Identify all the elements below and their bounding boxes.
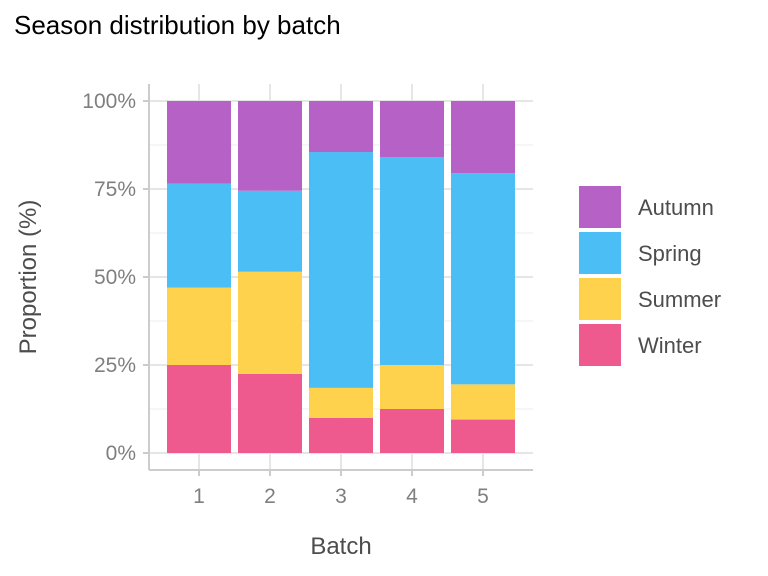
x-tick-label: 3: [335, 485, 347, 508]
bar-summer-batch-4: [380, 365, 444, 409]
bar-spring-batch-5: [451, 173, 515, 385]
bar-summer-batch-2: [238, 271, 302, 374]
bar-winter-batch-2: [238, 373, 302, 453]
legend-label-winter: Winter: [638, 333, 702, 358]
bar-autumn-batch-3: [309, 101, 373, 153]
x-tick-label: 2: [264, 485, 276, 508]
y-axis-title: Proportion (%): [15, 200, 42, 355]
y-tick-label: 0%: [106, 442, 136, 465]
legend-swatch-summer: [579, 278, 621, 320]
x-tick-label: 1: [193, 485, 205, 508]
bar-spring-batch-2: [238, 190, 302, 272]
bar-summer-batch-3: [309, 387, 373, 418]
bar-spring-batch-3: [309, 152, 373, 388]
y-tick-label: 25%: [94, 354, 136, 377]
bar-winter-batch-3: [309, 417, 373, 453]
legend-swatch-winter: [579, 324, 621, 366]
bar-summer-batch-5: [451, 384, 515, 420]
bar-summer-batch-1: [167, 287, 231, 365]
bar-autumn-batch-1: [167, 101, 231, 184]
bar-winter-batch-1: [167, 365, 231, 453]
bar-spring-batch-1: [167, 183, 231, 288]
chart-title: Season distribution by batch: [14, 10, 341, 40]
x-axis-title: Batch: [310, 533, 371, 560]
legend-label-autumn: Autumn: [638, 195, 714, 220]
legend-label-summer: Summer: [638, 287, 721, 312]
bar-autumn-batch-5: [451, 101, 515, 174]
legend: Autumn Spring Summer Winter: [579, 186, 721, 366]
bar-autumn-batch-2: [238, 101, 302, 191]
y-tick-label: 50%: [94, 266, 136, 289]
legend-swatch-spring: [579, 232, 621, 274]
bar-winter-batch-4: [380, 409, 444, 453]
bar-autumn-batch-4: [380, 101, 444, 158]
x-tick-label: 4: [406, 485, 418, 508]
y-tick-label: 100%: [82, 90, 136, 113]
legend-label-spring: Spring: [638, 241, 702, 266]
y-tick-label: 75%: [94, 178, 136, 201]
bar-layer: [167, 101, 515, 453]
x-tick-label: 5: [477, 485, 489, 508]
axis-layer: 0% 25% 50% 75% 100% 1 2 3 4 5: [82, 84, 533, 508]
legend-swatch-autumn: [579, 186, 621, 228]
bar-winter-batch-5: [451, 419, 515, 453]
bar-spring-batch-4: [380, 157, 444, 365]
